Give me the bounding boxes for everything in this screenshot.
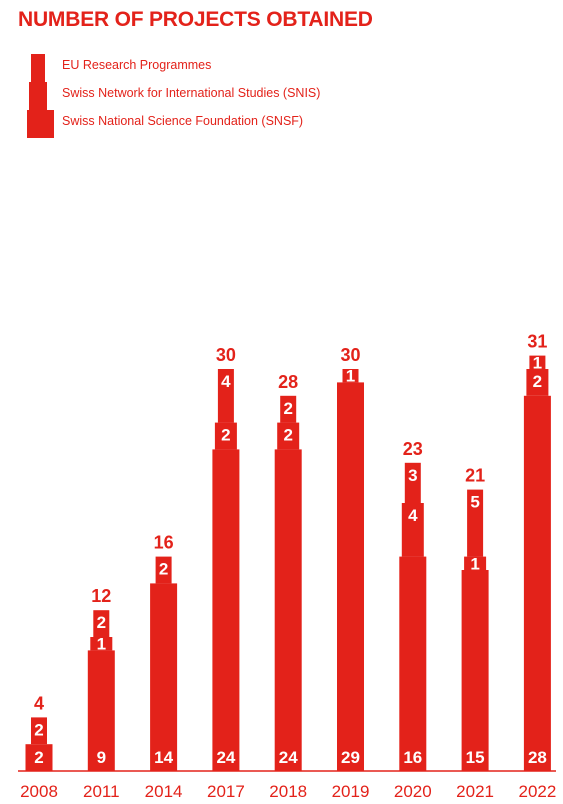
bar-segment-2011-s0 bbox=[87, 650, 115, 771]
bar-value-label-2021-s1: 1 bbox=[470, 554, 479, 573]
bar-total-label-2014: 16 bbox=[154, 533, 174, 553]
bar-segment-2017-s0 bbox=[212, 449, 240, 771]
x-tick-label-2020: 2020 bbox=[394, 782, 432, 801]
bar-value-label-2008-s2: 2 bbox=[34, 720, 43, 739]
bar-value-label-2017-s2: 4 bbox=[221, 372, 231, 391]
bar-segment-2021-s1 bbox=[464, 556, 487, 570]
x-tick-label-2008: 2008 bbox=[20, 782, 58, 801]
bar-value-label-2008-s0: 2 bbox=[34, 748, 43, 767]
bar-value-label-2020-s2: 3 bbox=[408, 466, 417, 485]
bar-segment-2022-s0 bbox=[523, 395, 551, 771]
bar-segment-2011-s2 bbox=[93, 610, 110, 637]
bar-segment-2011-s1 bbox=[90, 637, 113, 651]
bar-segment-2020-s0 bbox=[399, 556, 427, 771]
bar-segment-2008-s2 bbox=[31, 717, 47, 745]
bar-total-label-2017: 30 bbox=[216, 345, 236, 365]
x-tick-label-2022: 2022 bbox=[518, 782, 556, 801]
legend-label-eu: EU Research Programmes bbox=[62, 58, 212, 72]
bar-segment-2020-s2 bbox=[404, 462, 421, 503]
bar-value-label-2018-s2: 2 bbox=[283, 399, 292, 418]
bar-value-label-2019-s0: 29 bbox=[341, 748, 360, 767]
bar-value-label-2019-s2: 1 bbox=[346, 367, 355, 386]
bar-value-label-2022-s1: 2 bbox=[533, 372, 542, 391]
bar-segment-2017-s1 bbox=[214, 422, 237, 450]
bar-value-label-2020-s1: 4 bbox=[408, 506, 418, 525]
bar-segment-2019-s2 bbox=[342, 369, 359, 383]
bar-total-label-2022: 31 bbox=[527, 332, 547, 352]
x-tick-label-2014: 2014 bbox=[145, 782, 183, 801]
bar-total-label-2011: 12 bbox=[91, 586, 111, 606]
bar-segment-2022-s1 bbox=[526, 369, 549, 396]
bar-segment-2021-s2 bbox=[467, 489, 484, 557]
legend-swatch-eu bbox=[31, 54, 45, 82]
bar-value-label-2021-s0: 15 bbox=[466, 748, 485, 767]
x-tick-label-2019: 2019 bbox=[332, 782, 370, 801]
bar-value-label-2011-s2: 2 bbox=[97, 613, 106, 632]
bar-value-label-2017-s0: 24 bbox=[216, 748, 235, 767]
bar-segment-2022-s2 bbox=[529, 355, 546, 369]
bar-value-label-2014-s0: 14 bbox=[154, 748, 173, 767]
bar-total-label-2019: 30 bbox=[340, 345, 360, 365]
bar-value-label-2022-s0: 28 bbox=[528, 748, 547, 767]
bar-value-label-2018-s0: 24 bbox=[279, 748, 298, 767]
bar-value-label-2022-s2: 1 bbox=[533, 353, 542, 372]
bar-segment-2019-s0 bbox=[337, 382, 364, 771]
bar-value-label-2018-s1: 2 bbox=[283, 426, 292, 445]
x-tick-label-2021: 2021 bbox=[456, 782, 494, 801]
bar-total-label-2021: 21 bbox=[465, 466, 485, 486]
bar-segment-2018-s0 bbox=[274, 449, 302, 771]
bar-value-label-2021-s2: 5 bbox=[470, 493, 479, 512]
bar-segment-2014-s2 bbox=[155, 556, 172, 584]
bar-total-label-2020: 23 bbox=[403, 439, 423, 459]
bar-total-label-2008: 4 bbox=[34, 693, 44, 713]
legend-label-snsf: Swiss National Science Foundation (SNSF) bbox=[62, 114, 304, 128]
bar-value-label-2011-s0: 9 bbox=[97, 748, 106, 767]
bar-total-label-2018: 28 bbox=[278, 372, 298, 392]
bar-segment-2014-s0 bbox=[150, 583, 178, 771]
x-tick-label-2017: 2017 bbox=[207, 782, 245, 801]
legend-swatch-snsf bbox=[27, 110, 54, 138]
bar-segment-2020-s1 bbox=[401, 503, 424, 557]
bar-value-label-2011-s1: 1 bbox=[97, 635, 106, 654]
legend-label-snis: Swiss Network for International Studies … bbox=[62, 86, 321, 100]
bar-segment-2021-s0 bbox=[461, 570, 489, 771]
chart-title: NUMBER OF PROJECTS OBTAINED bbox=[18, 8, 373, 31]
x-tick-label-2011: 2011 bbox=[83, 782, 120, 801]
bar-segment-2017-s2 bbox=[217, 369, 234, 423]
legend-swatch-snis bbox=[29, 82, 47, 110]
x-tick-label-2018: 2018 bbox=[269, 782, 307, 801]
bar-segment-2018-s1 bbox=[277, 422, 300, 450]
bar-value-label-2020-s0: 16 bbox=[403, 748, 422, 767]
bar-value-label-2017-s1: 2 bbox=[221, 426, 230, 445]
bar-value-label-2014-s2: 2 bbox=[159, 560, 168, 579]
bar-segment-2008-s0 bbox=[25, 744, 53, 771]
bar-segment-2018-s2 bbox=[280, 395, 297, 423]
